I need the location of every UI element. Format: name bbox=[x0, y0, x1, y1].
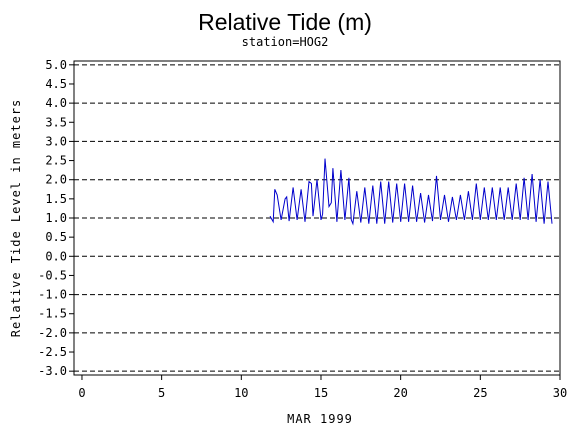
tide-series-line bbox=[269, 158, 553, 226]
y-tick-label: -2.5 bbox=[38, 345, 67, 359]
x-axis-label: MAR 1999 bbox=[287, 412, 353, 426]
y-tick-label: 2.5 bbox=[45, 154, 67, 168]
x-tick-label: 10 bbox=[234, 386, 248, 400]
y-tick-label: 4.0 bbox=[45, 96, 67, 110]
y-tick-label: 0.5 bbox=[45, 230, 67, 244]
y-tick-label: -3.0 bbox=[38, 364, 67, 378]
y-tick-label: -1.0 bbox=[38, 288, 67, 302]
x-tick-label: 5 bbox=[158, 386, 165, 400]
y-tick-label: 0.0 bbox=[45, 249, 67, 263]
y-tick-label: -1.5 bbox=[38, 307, 67, 321]
y-tick-label: 1.5 bbox=[45, 192, 67, 206]
x-tick-label: 20 bbox=[393, 386, 407, 400]
y-tick-label: 5.0 bbox=[45, 58, 67, 72]
y-tick-group: 5.0 4.5 4.0 3.5 3.0 2.5 2.0 1.5 1.0 0.5 0.0 -0.5 -1.… bbox=[38, 58, 74, 378]
y-tick-label: 3.5 bbox=[45, 115, 67, 129]
x-tick-label: 0 bbox=[78, 386, 85, 400]
y-tick-label: 4.5 bbox=[45, 77, 67, 91]
x-tick-group: 0 5 10 15 20 25 30 bbox=[78, 375, 567, 400]
y-tick-label: -0.5 bbox=[38, 268, 67, 282]
chart-title: Relative Tide (m) bbox=[198, 9, 372, 35]
x-tick-label: 25 bbox=[473, 386, 487, 400]
chart-subtitle: station=HOG2 bbox=[242, 35, 329, 49]
y-axis-label: Relative Tide Level in meters bbox=[9, 99, 23, 338]
x-tick-label: 15 bbox=[314, 386, 328, 400]
y-tick-label: 3.0 bbox=[45, 134, 67, 148]
x-tick-label: 30 bbox=[553, 386, 567, 400]
y-grid-group bbox=[74, 64, 560, 372]
y-tick-label: 1.0 bbox=[45, 211, 67, 225]
y-tick-label: 2.0 bbox=[45, 173, 67, 187]
y-tick-label: -2.0 bbox=[38, 326, 67, 340]
